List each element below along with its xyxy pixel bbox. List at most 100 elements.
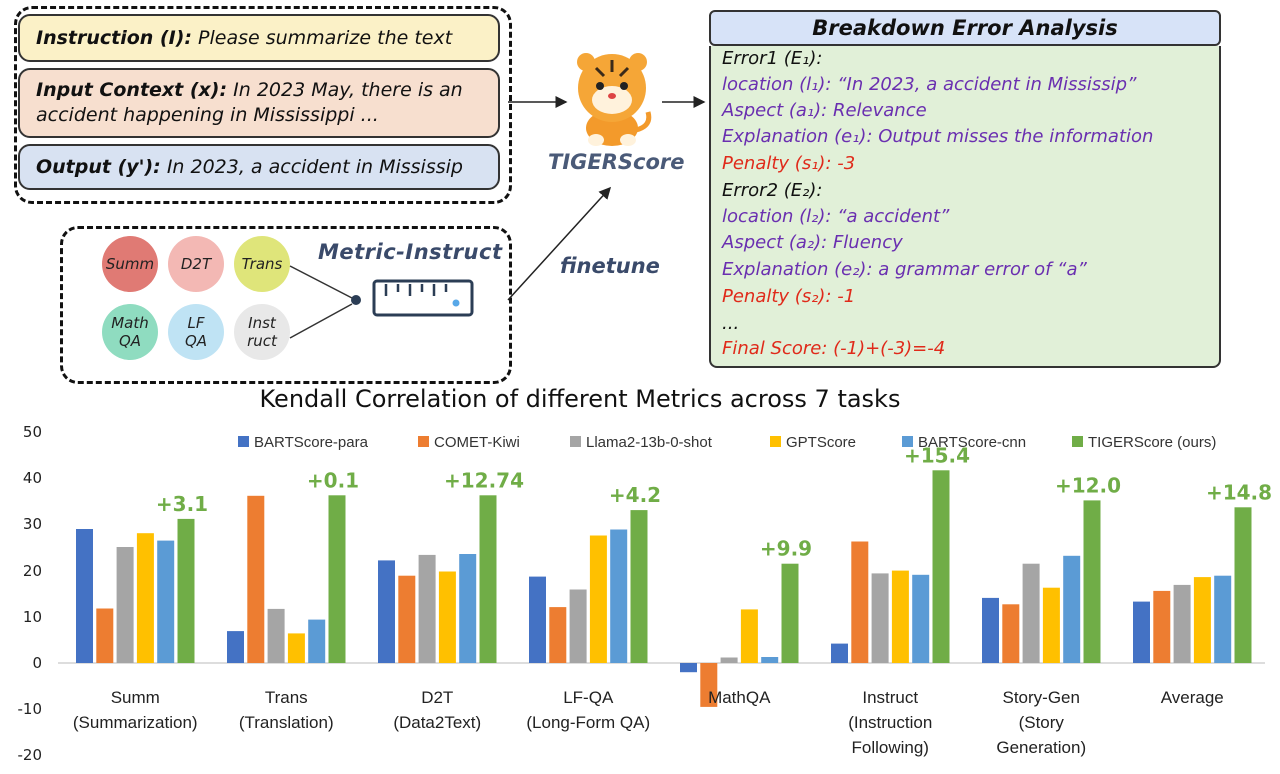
legend-label: GPTScore bbox=[786, 434, 856, 451]
y-tick-label: 50 bbox=[22, 423, 42, 441]
metric-instruct-group bbox=[60, 226, 512, 384]
bar bbox=[76, 529, 93, 663]
y-tick-label: 10 bbox=[22, 607, 42, 626]
breakdown-line: Penalty (s₁): -3 bbox=[722, 153, 856, 174]
bar bbox=[1214, 575, 1232, 663]
breakdown-panel bbox=[709, 46, 1221, 368]
bar bbox=[610, 529, 628, 663]
category-label: Generation) bbox=[996, 738, 1086, 757]
breakdown-line: Explanation (e₂): a grammar error of “a” bbox=[722, 259, 1087, 280]
bar bbox=[96, 608, 114, 663]
task-label: QA bbox=[118, 332, 142, 350]
bar bbox=[781, 563, 799, 663]
bar bbox=[912, 574, 930, 663]
context-box: Input Context (x): In 2023 May, there is… bbox=[18, 68, 500, 138]
context-text-line2: accident happening in Mississippi ... bbox=[36, 104, 379, 126]
input-group bbox=[14, 6, 512, 204]
finetune-label: finetune bbox=[560, 254, 660, 278]
task-label: D2T bbox=[180, 255, 212, 273]
improvement-annotation: +0.1 bbox=[307, 468, 359, 492]
bar bbox=[438, 571, 456, 663]
bar bbox=[871, 573, 889, 663]
metric-instruct-title: Metric-Instruct bbox=[318, 240, 503, 264]
bar bbox=[1193, 577, 1211, 663]
bar bbox=[1022, 563, 1040, 663]
y-tick-label: -20 bbox=[17, 746, 43, 765]
breakdown-line: Aspect (a₁): Relevance bbox=[722, 100, 927, 121]
bar bbox=[761, 657, 779, 663]
improvement-annotation: +9.9 bbox=[760, 537, 812, 561]
category-label: Trans bbox=[265, 688, 308, 707]
bar bbox=[247, 495, 265, 663]
bar bbox=[308, 619, 326, 663]
bar bbox=[479, 495, 497, 663]
category-label: Summ bbox=[111, 688, 160, 707]
bar bbox=[418, 554, 436, 663]
breakdown-line: Explanation (e₁): Output misses the info… bbox=[722, 126, 1154, 147]
legend-swatch bbox=[902, 436, 913, 447]
breakdown-line: Penalty (s₂): -1 bbox=[722, 286, 856, 307]
task-circle-d2t: D2T bbox=[168, 236, 224, 292]
task-circle-lfqa: LF QA bbox=[168, 304, 224, 360]
bar bbox=[287, 633, 305, 663]
bar-chart: BARTScore-para COMET-Kiwi Llama2-13b-0-sho… bbox=[58, 434, 1272, 757]
y-tick-label: 40 bbox=[22, 469, 42, 488]
bar bbox=[982, 597, 999, 663]
legend-label: TIGERScore (ours) bbox=[1088, 434, 1216, 451]
y-tick-label: 20 bbox=[22, 561, 42, 580]
category-label: Instruct bbox=[862, 688, 918, 707]
bar bbox=[831, 643, 848, 663]
task-label: Trans bbox=[241, 255, 283, 273]
bar bbox=[1153, 590, 1171, 663]
instruction-label: Instruction (I): bbox=[36, 27, 192, 49]
bar bbox=[227, 631, 244, 663]
category-label: (Data2Text) bbox=[393, 713, 481, 732]
bar bbox=[680, 663, 697, 673]
y-tick-label: -10 bbox=[17, 700, 43, 719]
breakdown-line: Error2 (E₂): bbox=[722, 180, 823, 201]
connector-line bbox=[289, 265, 353, 299]
bar bbox=[1173, 584, 1191, 663]
bar bbox=[630, 510, 648, 663]
bar bbox=[700, 663, 718, 707]
category-label: (Translation) bbox=[239, 713, 334, 732]
y-tick-label: 0 bbox=[32, 654, 42, 672]
improvement-annotation: +12.0 bbox=[1055, 473, 1121, 497]
legend-label: COMET-Kiwi bbox=[434, 434, 520, 451]
bar bbox=[157, 540, 175, 663]
model-name: TIGERScore bbox=[548, 150, 685, 174]
output-box: Output (y'): In 2023, a accident in Miss… bbox=[18, 144, 500, 190]
bar bbox=[398, 575, 416, 663]
breakdown-line: location (l₂): “a accident” bbox=[722, 206, 950, 227]
task-circle-summ: Summ bbox=[102, 236, 158, 292]
bar bbox=[851, 541, 869, 663]
legend-label: BARTScore-cnn bbox=[918, 434, 1026, 451]
category-label: (Long-Form QA) bbox=[526, 713, 650, 732]
improvement-annotation: +3.1 bbox=[156, 492, 208, 516]
legend-swatch bbox=[1072, 436, 1083, 447]
bar bbox=[378, 560, 395, 663]
task-label: LF bbox=[187, 314, 205, 332]
bar bbox=[267, 608, 285, 663]
category-label: Story-Gen bbox=[1003, 688, 1080, 707]
task-label: Inst bbox=[248, 314, 276, 332]
y-tick-label: 30 bbox=[22, 515, 42, 534]
category-label: LF-QA bbox=[563, 688, 614, 707]
legend-label: Llama2-13b-0-shot bbox=[586, 434, 713, 451]
context-text-line1: In 2023 May, there is an bbox=[233, 79, 463, 101]
bar bbox=[1234, 507, 1252, 663]
category-label: (Instruction bbox=[848, 713, 932, 732]
bar bbox=[459, 554, 477, 663]
bar bbox=[1002, 604, 1020, 663]
breakdown-title: Breakdown Error Analysis bbox=[709, 10, 1221, 46]
bar bbox=[589, 535, 607, 663]
bar bbox=[177, 518, 195, 663]
breakdown-line: ... bbox=[722, 313, 740, 334]
tiger-icon bbox=[577, 53, 652, 146]
breakdown-line: Final Score: (-1)+(-3)=-4 bbox=[722, 338, 946, 359]
bar bbox=[1063, 555, 1081, 663]
task-label: ruct bbox=[247, 332, 277, 350]
category-label: MathQA bbox=[708, 688, 771, 707]
connector-line bbox=[289, 303, 353, 339]
bar bbox=[740, 609, 758, 663]
